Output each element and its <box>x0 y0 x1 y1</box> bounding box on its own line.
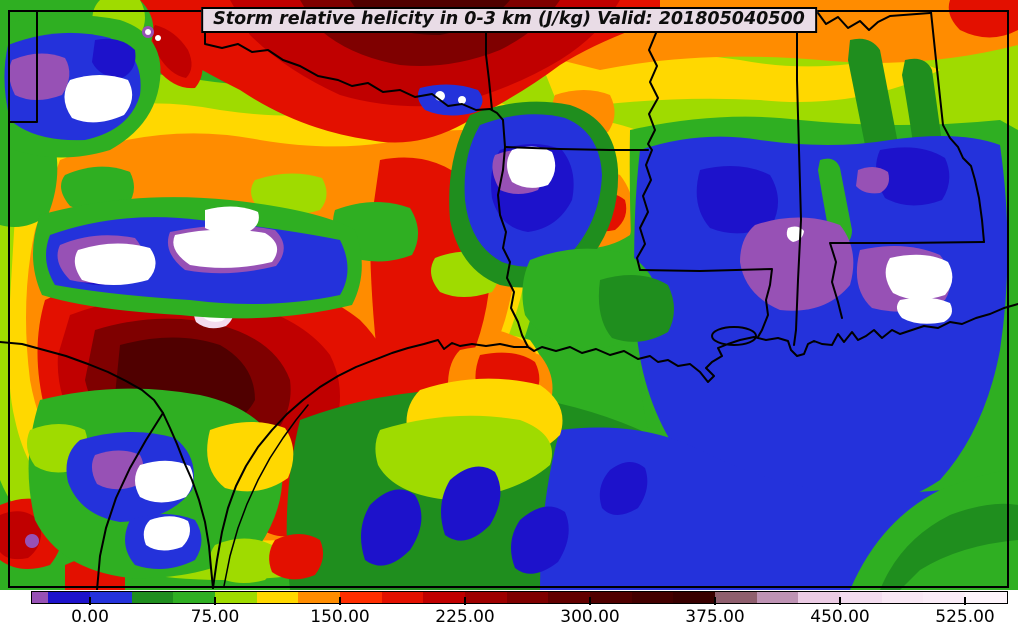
border-texas-louisiana-sabine <box>497 146 529 348</box>
colorbar-segment <box>756 592 800 603</box>
map-title: Storm relative helicity in 0-3 km (J/kg)… <box>201 7 817 33</box>
colorbar-segment <box>965 592 1007 603</box>
colorbar-tick-label: 0.00 <box>71 607 109 627</box>
colorbar-segment <box>298 592 341 603</box>
colorbar-segment <box>131 592 175 603</box>
colorbar-segment <box>340 592 383 603</box>
colorbar-tick <box>464 597 466 605</box>
coastline-gulf <box>212 303 1018 589</box>
border-mississippi-alabama <box>793 13 802 346</box>
coastline-padre-island <box>223 404 309 587</box>
region-mississippi-alabama-low-helicity <box>629 38 1018 561</box>
colorbar-segment <box>798 592 841 603</box>
colorbar-segment <box>48 592 91 603</box>
border-mexico-states <box>96 412 164 590</box>
border-louisiana-mississippi-pearl <box>639 268 773 338</box>
colorbar-tick <box>714 597 716 605</box>
colorbar-tick-label: 525.00 <box>935 607 995 627</box>
colorbar-tick-label: 450.00 <box>810 607 870 627</box>
colorbar-segment <box>590 592 633 603</box>
region-louisiana <box>522 248 674 350</box>
colorbar-segment <box>256 592 300 603</box>
colorbar-segment <box>173 592 216 603</box>
colorbar-segment <box>548 592 591 603</box>
colorbar-tick <box>89 597 91 605</box>
region-northeast-texas-negative-pocket <box>449 101 619 288</box>
colorbar-segment <box>715 592 758 603</box>
colorbar-segment <box>881 592 925 603</box>
colorbar-segment <box>923 592 966 603</box>
region-south-texas-mixed <box>25 388 324 584</box>
helicity-map <box>0 0 1018 590</box>
region-west-texas-negative-band <box>32 197 362 319</box>
colorbar-segment <box>423 592 466 603</box>
colorbar-segment <box>90 592 133 603</box>
border-alabama-florida <box>829 241 985 319</box>
colorbar-tick-label: 75.00 <box>190 607 240 627</box>
colorbar-tick <box>214 597 216 605</box>
colorbar-segment <box>465 592 508 603</box>
border-alabama-georgia <box>930 11 985 243</box>
colorbar-tick <box>839 597 841 605</box>
colorbar-tick-label: 225.00 <box>435 607 495 627</box>
colorbar-tick <box>589 597 591 605</box>
colorbar-tick <box>964 597 966 605</box>
state-borders <box>0 10 1018 590</box>
colorbar-segment <box>32 592 50 603</box>
border-oklahoma-arkansas <box>485 10 493 111</box>
region-panhandle-negative-cluster <box>0 15 483 158</box>
colorbar-segment <box>215 592 258 603</box>
region-gulf-of-mexico <box>286 346 1018 590</box>
colorbar-tick <box>339 597 341 605</box>
colorbar-segment <box>840 592 883 603</box>
border-texas-oklahoma-red-river <box>204 10 506 148</box>
colorbar <box>31 591 1008 604</box>
colorbar-tick-label: 150.00 <box>310 607 370 627</box>
lake-pontchartrain <box>711 326 757 346</box>
colorbar-segment <box>506 592 550 603</box>
border-new-mexico <box>8 10 38 123</box>
colorbar-segment <box>381 592 425 603</box>
colorbar-segment <box>631 592 675 603</box>
border-arkansas-louisiana <box>504 146 649 151</box>
colorbar-tick-label: 300.00 <box>560 607 620 627</box>
colorbar-segment <box>673 592 716 603</box>
colorbar-tick-label: 375.00 <box>685 607 745 627</box>
border-mississippi-river <box>636 32 659 271</box>
